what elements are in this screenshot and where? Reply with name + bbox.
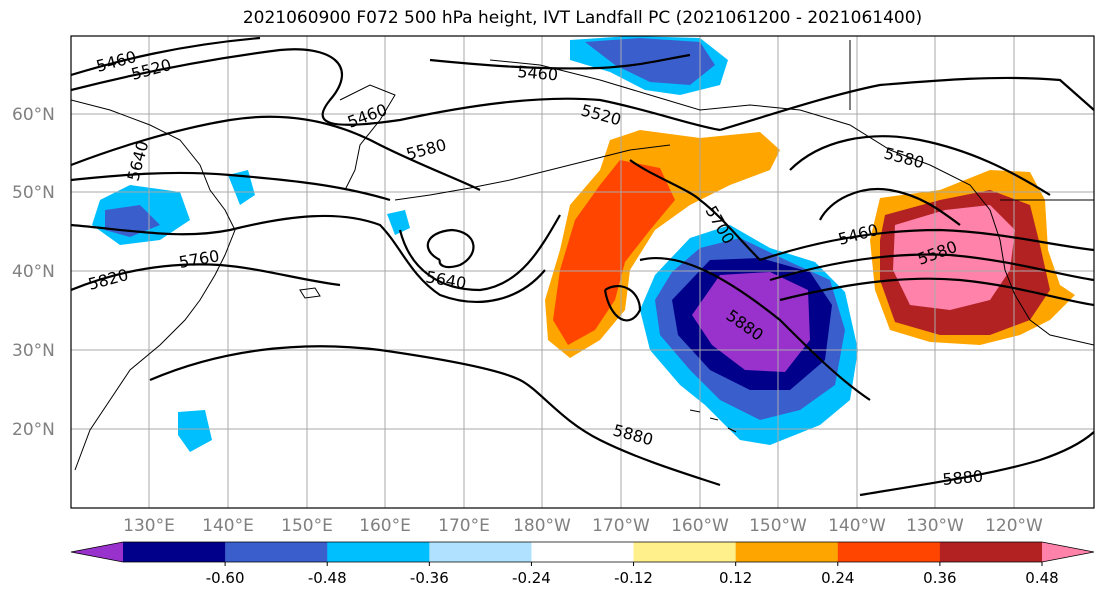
lat-label: 40°N	[12, 262, 55, 282]
contour-5580-ne	[789, 135, 1051, 196]
coastlines	[71, 40, 1094, 471]
coast-asia	[71, 99, 236, 471]
colorbar-tick-label: -0.36	[410, 569, 449, 587]
colorbar-tick-label: 0.36	[923, 569, 956, 587]
longitude-labels: 130°E 140°E 150°E 160°E 170°E 180°W 170°…	[123, 516, 1043, 536]
island-small	[299, 287, 321, 299]
contour-5760	[71, 214, 546, 303]
lon-label: 150°E	[281, 516, 333, 536]
contour-5640-a	[71, 171, 391, 202]
contour-5520-w	[71, 48, 721, 132]
map-frame	[70, 35, 1095, 509]
lon-label: 180°W	[513, 516, 571, 536]
lat-label: 20°N	[12, 420, 55, 440]
colorbar-extend-min	[71, 542, 123, 562]
colorbar-tick-label: -0.48	[308, 569, 347, 587]
figure-title: 2021060900 F072 500 hPa height, IVT Land…	[242, 8, 923, 28]
colorbar-segment	[837, 542, 941, 562]
lon-label: 140°E	[202, 516, 254, 536]
colorbar-segment	[735, 542, 839, 562]
contour-arctic	[719, 76, 1094, 132]
colorbar-outline	[70, 541, 1095, 563]
colorbar-segment	[123, 542, 226, 562]
lat-label: 60°N	[12, 105, 55, 125]
lon-label: 120°W	[985, 516, 1043, 536]
coast-namerica	[889, 149, 1094, 346]
colorbar-tick-label: 0.12	[719, 569, 752, 587]
contour-label: 5460	[517, 62, 559, 84]
contour-label: 5880	[942, 467, 984, 489]
colorbar-tick-label: 0.24	[821, 569, 854, 587]
lat-label: 50°N	[12, 183, 55, 203]
lon-label: 140°W	[828, 516, 886, 536]
colorbar-segment	[225, 542, 328, 562]
shade-neg4-sub	[692, 272, 810, 372]
map-content: 5460 5520 5460 5460 5520 5580 5640 5760 …	[71, 36, 1094, 508]
colorbar-segment	[429, 542, 532, 562]
colorbar-extend-max	[1042, 542, 1094, 562]
contour-bands-ne	[759, 228, 1094, 307]
lon-label: 160°E	[359, 516, 411, 536]
lat-label: 30°N	[12, 341, 55, 361]
shade-pos2-goa	[553, 160, 675, 345]
contour-5880-se	[859, 431, 1094, 497]
colorbar-tick-label: 0.48	[1025, 569, 1058, 587]
contour-5880-sub	[149, 345, 721, 487]
contour-5580	[71, 115, 481, 191]
colorbar-segment	[633, 542, 737, 562]
coast-aleutians	[394, 144, 671, 201]
latitude-labels: 60°N 50°N 40°N 30°N 20°N	[12, 105, 55, 440]
lon-label: 160°W	[671, 516, 729, 536]
lon-label: 130°E	[123, 516, 175, 536]
colorbar-segment	[327, 542, 430, 562]
contour-5640-loop	[426, 228, 475, 269]
contour-5700	[629, 159, 761, 261]
colorbar-tick-label: -0.60	[206, 569, 245, 587]
ivt-shading	[92, 36, 1075, 452]
colorbar-segment	[939, 542, 1043, 562]
height-contours	[71, 36, 1094, 497]
contour-5880-main	[603, 257, 871, 401]
colorbar-tick-label: -0.24	[512, 569, 551, 587]
shade-neg1-kuril	[387, 210, 410, 235]
contour-5640-b	[398, 214, 561, 292]
contour-5460-w	[71, 36, 261, 77]
colorbar: -0.60 -0.48 -0.36 -0.24 -0.12 0.12 0.24 0.36 0.4…	[70, 541, 1095, 587]
shade-neg1-south	[178, 410, 212, 452]
shade-neg1-japan	[228, 170, 255, 205]
contour-5820	[71, 263, 341, 292]
coast-kamchatka	[339, 84, 396, 191]
lon-label: 150°W	[749, 516, 807, 536]
contour-5460-n	[429, 53, 691, 70]
lon-label: 170°E	[438, 516, 490, 536]
colorbar-tick-label: -0.12	[614, 569, 653, 587]
coast-hawaii	[689, 409, 737, 433]
lon-label: 130°W	[906, 516, 964, 536]
colorbar-segment	[531, 542, 635, 562]
coast-alaska	[489, 59, 891, 151]
contour-5460-ne	[819, 187, 961, 226]
lon-label: 170°W	[592, 516, 650, 536]
